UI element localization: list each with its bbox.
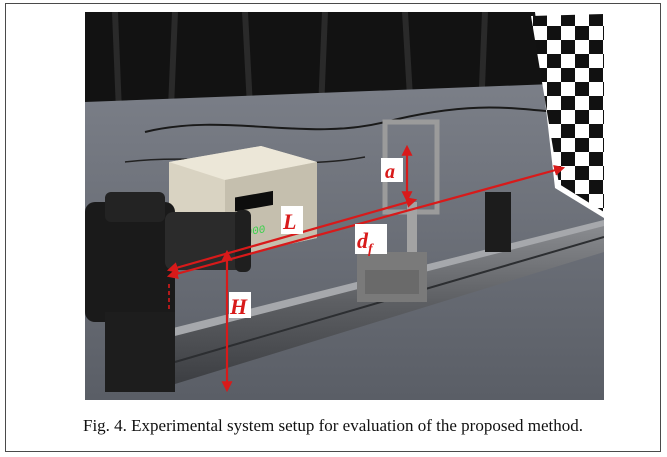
arrow-df	[166, 165, 566, 279]
camera-lens	[165, 212, 245, 270]
figure-caption: Fig. 4. Experimental system setup for ev…	[83, 416, 583, 435]
figure-frame: 2000 a L df	[5, 3, 661, 452]
label-L: L	[282, 209, 296, 234]
label-a: a	[385, 161, 395, 183]
setup-photo-svg: 2000 a L df	[85, 12, 604, 400]
label-d: df	[357, 228, 374, 257]
setup-photo: 2000 a L df	[85, 12, 604, 400]
camera-body	[85, 202, 175, 322]
label-H: H	[229, 294, 248, 319]
